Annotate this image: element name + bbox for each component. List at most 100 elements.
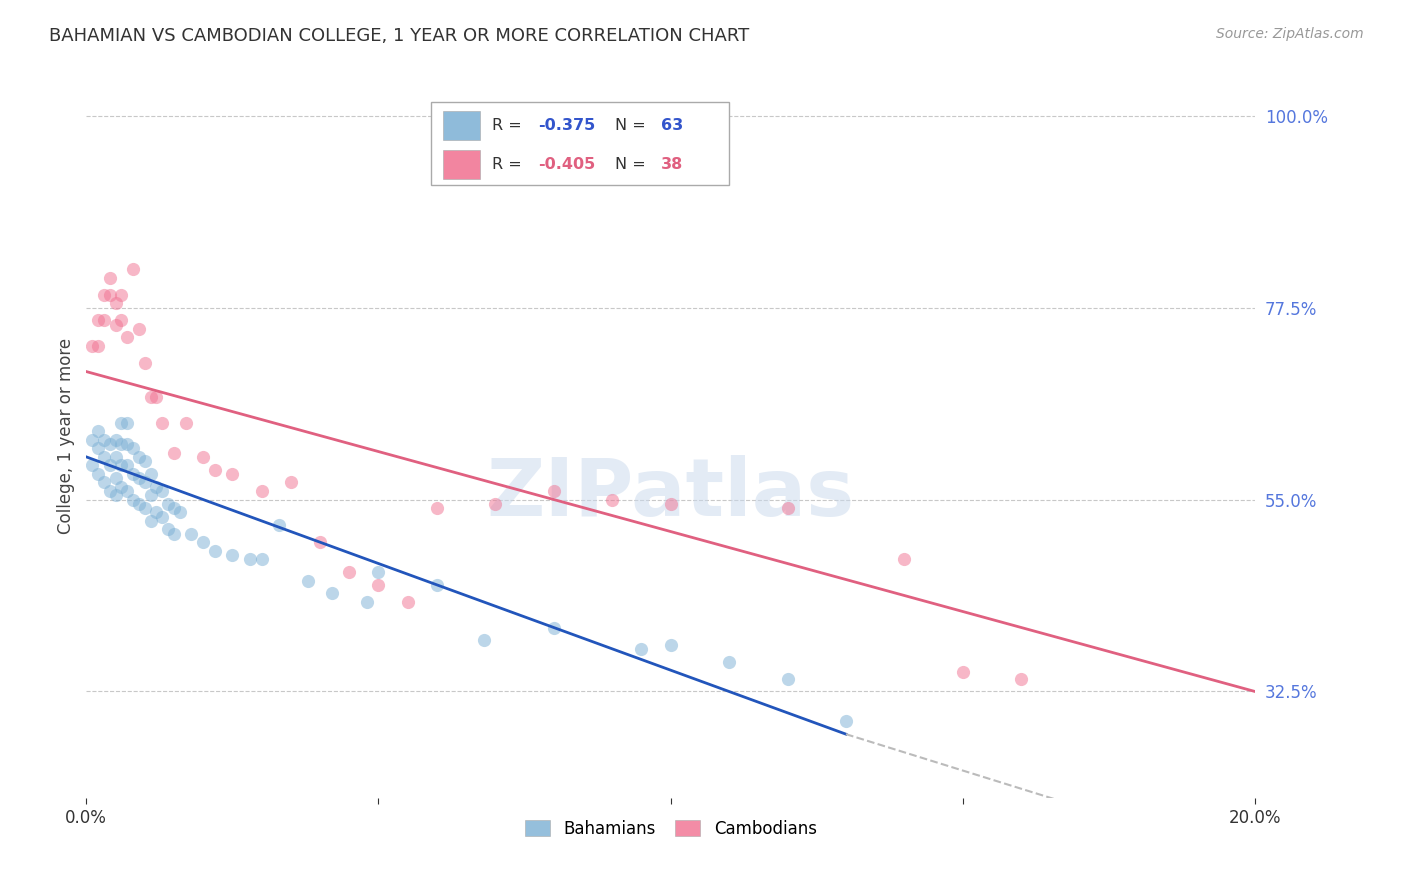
Point (367, 565, 389, 579)
Point (98, 458, 121, 473)
Text: Source: ZipAtlas.com: Source: ZipAtlas.com (1216, 27, 1364, 41)
Point (659, 497, 682, 511)
Point (145, 480, 167, 494)
Legend: Bahamians, Cambodians: Bahamians, Cambodians (517, 813, 824, 844)
Text: 38: 38 (661, 157, 683, 172)
Point (180, 526, 202, 541)
Y-axis label: College, 1 year or more: College, 1 year or more (58, 337, 75, 533)
Text: -0.375: -0.375 (538, 118, 596, 133)
Point (396, 595, 419, 609)
Point (367, 578, 389, 592)
Text: BAHAMIAN VS CAMBODIAN COLLEGE, 1 YEAR OR MORE CORRELATION CHART: BAHAMIAN VS CAMBODIAN COLLEGE, 1 YEAR OR… (49, 27, 749, 45)
Point (337, 565, 360, 579)
Text: -0.405: -0.405 (538, 157, 596, 172)
Point (139, 488, 162, 502)
Point (104, 296, 127, 310)
Point (82, 339, 104, 353)
Point (239, 552, 262, 566)
Text: R =: R = (492, 157, 527, 172)
Point (150, 483, 173, 498)
Point (122, 262, 145, 277)
Point (115, 458, 138, 473)
Point (87, 442, 110, 456)
Point (110, 458, 132, 473)
Point (150, 416, 173, 430)
Point (835, 714, 858, 729)
Point (952, 665, 974, 679)
Text: 63: 63 (661, 118, 683, 133)
Point (163, 445, 186, 459)
Point (104, 318, 127, 332)
Point (104, 488, 127, 502)
Point (169, 505, 191, 519)
Text: N =: N = (614, 118, 651, 133)
Point (82, 433, 104, 447)
Point (484, 497, 506, 511)
FancyBboxPatch shape (432, 102, 730, 186)
Point (718, 655, 741, 669)
Point (280, 475, 302, 490)
Point (174, 416, 197, 430)
Point (204, 543, 226, 558)
Point (87, 339, 110, 353)
Point (128, 450, 150, 464)
Point (98, 270, 121, 285)
Text: ZIPatlas: ZIPatlas (486, 455, 855, 533)
Point (269, 518, 291, 533)
Point (98, 287, 121, 301)
Point (93, 287, 115, 301)
Point (139, 467, 162, 481)
Point (221, 548, 243, 562)
Point (543, 620, 565, 634)
Point (297, 574, 319, 588)
Point (122, 467, 145, 481)
Point (115, 483, 138, 498)
Point (134, 501, 156, 516)
Point (122, 442, 145, 456)
Point (1010, 672, 1032, 686)
Point (600, 492, 623, 507)
Point (128, 322, 150, 336)
Point (93, 475, 115, 490)
Point (150, 509, 173, 524)
Point (110, 313, 132, 327)
Point (104, 450, 127, 464)
FancyBboxPatch shape (443, 111, 479, 140)
Point (110, 416, 132, 430)
Point (98, 437, 121, 451)
Point (82, 458, 104, 473)
Point (87, 425, 110, 439)
Text: N =: N = (614, 157, 651, 172)
Point (115, 437, 138, 451)
Point (309, 535, 332, 549)
Point (204, 463, 226, 477)
Point (98, 483, 121, 498)
Point (145, 505, 167, 519)
Point (472, 633, 495, 648)
Point (134, 356, 156, 370)
Point (104, 433, 127, 447)
Point (122, 492, 145, 507)
Point (134, 475, 156, 490)
Point (659, 638, 682, 652)
Point (104, 471, 127, 485)
Point (139, 514, 162, 528)
Point (110, 480, 132, 494)
Point (157, 523, 180, 537)
Point (115, 330, 138, 344)
Point (93, 313, 115, 327)
Point (250, 483, 273, 498)
Point (128, 471, 150, 485)
Point (93, 450, 115, 464)
Point (87, 467, 110, 481)
Point (128, 497, 150, 511)
Point (543, 483, 565, 498)
Point (134, 454, 156, 468)
Point (221, 467, 243, 481)
Point (93, 433, 115, 447)
Point (163, 501, 186, 516)
FancyBboxPatch shape (443, 150, 479, 179)
Point (110, 287, 132, 301)
Point (893, 552, 915, 566)
Point (145, 390, 167, 404)
